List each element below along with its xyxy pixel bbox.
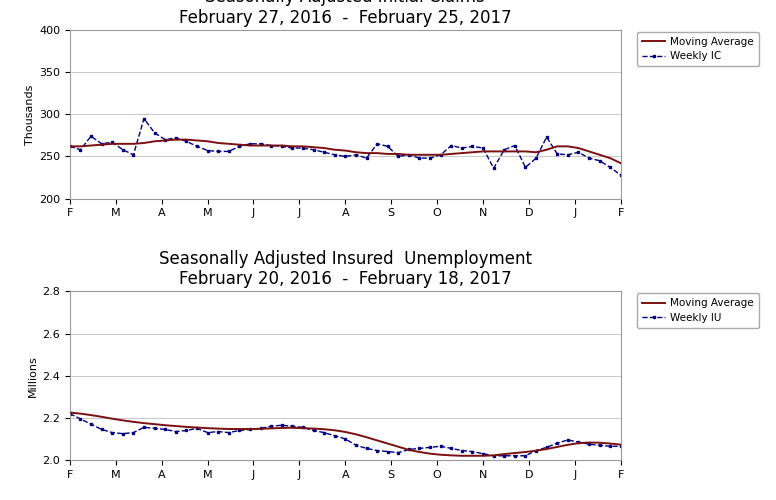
Moving Average	[616, 442, 625, 448]
Moving Average	[425, 152, 435, 158]
Weekly IU	[383, 448, 393, 454]
Weekly IC	[65, 144, 74, 150]
Moving Average	[415, 449, 424, 455]
Moving Average	[383, 440, 393, 446]
Weekly IU	[65, 410, 74, 416]
Line: Weekly IC: Weekly IC	[68, 117, 622, 176]
Y-axis label: Thousands: Thousands	[25, 84, 35, 144]
Weekly IC	[500, 146, 509, 152]
Weekly IU	[393, 450, 403, 456]
Moving Average	[171, 136, 181, 142]
Weekly IC	[425, 155, 435, 161]
Weekly IU	[563, 437, 573, 443]
Weekly IU	[213, 428, 223, 434]
Line: Weekly IU: Weekly IU	[68, 412, 622, 457]
Moving Average	[616, 160, 625, 166]
Title: Seasonally Adjusted Insured  Unemployment
February 20, 2016  -  February 18, 201: Seasonally Adjusted Insured Unemployment…	[159, 250, 532, 288]
Moving Average	[393, 151, 403, 157]
Weekly IC	[616, 172, 625, 178]
Legend: Moving Average, Weekly IU: Moving Average, Weekly IU	[637, 293, 759, 328]
Moving Average	[213, 426, 223, 432]
Moving Average	[65, 410, 74, 416]
Weekly IC	[404, 152, 414, 158]
Line: Moving Average: Moving Average	[70, 140, 621, 163]
Moving Average	[224, 141, 234, 147]
Weekly IC	[140, 116, 149, 121]
Moving Average	[404, 152, 414, 158]
Moving Average	[563, 144, 573, 150]
Weekly IC	[224, 148, 234, 154]
Y-axis label: Millions: Millions	[28, 355, 38, 397]
Weekly IU	[500, 453, 509, 459]
Weekly IC	[563, 152, 573, 158]
Legend: Moving Average, Weekly IC: Moving Average, Weekly IC	[637, 32, 759, 66]
Weekly IC	[393, 154, 403, 160]
Moving Average	[500, 451, 509, 457]
Weekly IU	[489, 453, 498, 459]
Moving Average	[500, 148, 509, 154]
Title: Seasonally Adjusted Initial Claims
February 27, 2016  -  February 25, 2017: Seasonally Adjusted Initial Claims Febru…	[179, 0, 511, 27]
Line: Moving Average: Moving Average	[70, 412, 621, 456]
Moving Average	[393, 444, 403, 450]
Weekly IU	[415, 446, 424, 452]
Moving Average	[457, 453, 466, 459]
Weekly IU	[616, 444, 625, 450]
Moving Average	[563, 442, 573, 448]
Moving Average	[65, 144, 74, 150]
